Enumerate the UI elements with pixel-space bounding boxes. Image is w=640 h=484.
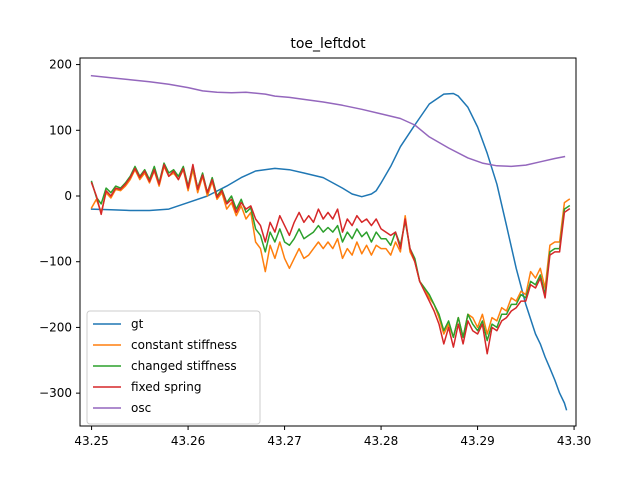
series-line-changed-stiffness bbox=[90, 162, 571, 342]
legend-label: gt bbox=[131, 317, 144, 331]
y-tick-label: 100 bbox=[49, 123, 72, 137]
legend-label: changed stiffness bbox=[131, 359, 237, 373]
legend-box bbox=[86, 310, 261, 425]
legend: gt constant stiffness changed stiffness fix… bbox=[86, 310, 261, 425]
series-line-osc bbox=[90, 74, 566, 168]
y-tick-label: −100 bbox=[39, 255, 72, 269]
legend-label: constant stiffness bbox=[131, 338, 237, 352]
x-tick-label: 43.29 bbox=[460, 434, 494, 448]
legend-label: osc bbox=[131, 401, 151, 415]
x-tick-label: 43.30 bbox=[557, 434, 591, 448]
chart-title: toe_leftdot bbox=[290, 36, 366, 52]
axes-frame bbox=[79, 57, 577, 427]
x-tick-label: 43.28 bbox=[364, 434, 398, 448]
y-tick-label: 200 bbox=[49, 58, 72, 72]
y-tick-label: 0 bbox=[64, 189, 72, 203]
x-tick-label: 43.25 bbox=[74, 434, 108, 448]
y-tick-label: −200 bbox=[39, 320, 72, 334]
y-tick-label: −300 bbox=[39, 386, 72, 400]
series-line-fixed-spring bbox=[90, 163, 571, 355]
x-tick-label: 43.26 bbox=[171, 434, 205, 448]
x-tick-label: 43.27 bbox=[267, 434, 301, 448]
legend-label: fixed spring bbox=[131, 380, 201, 394]
series-line-gt bbox=[90, 92, 568, 411]
